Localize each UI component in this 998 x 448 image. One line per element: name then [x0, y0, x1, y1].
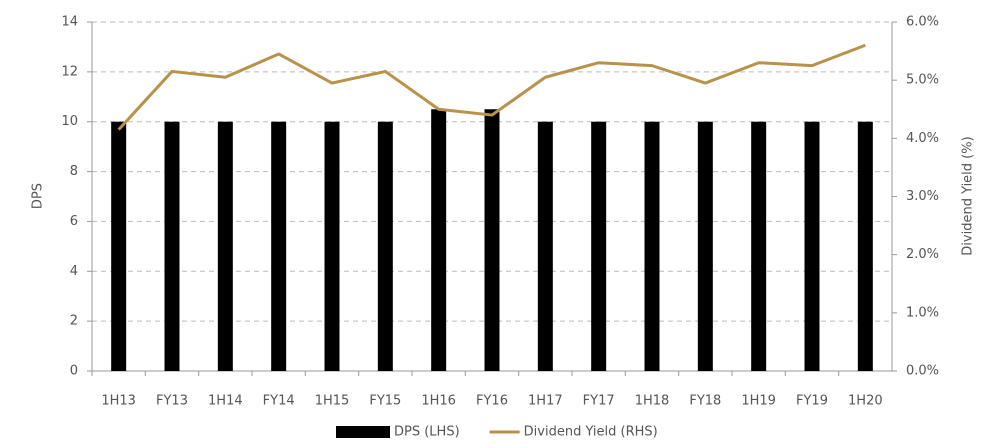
bar	[217, 121, 233, 371]
bar	[111, 121, 127, 371]
y-tick-label: 4	[70, 264, 78, 279]
y2-tick-label: 3.0%	[906, 189, 939, 204]
x-tick-label: FY18	[689, 394, 721, 409]
y-axis-title: DPS	[31, 183, 46, 209]
y2-tick-label: 5.0%	[906, 73, 939, 88]
bar	[164, 121, 180, 371]
y-tick-label: 8	[70, 164, 78, 179]
y2-tick-label: 2.0%	[906, 247, 939, 262]
y2-tick-label: 4.0%	[906, 131, 939, 146]
x-tick-label: 1H18	[635, 394, 670, 409]
x-tick-label: 1H17	[528, 394, 563, 409]
legend-label: DPS (LHS)	[394, 425, 460, 440]
bar	[697, 121, 713, 371]
bar	[324, 121, 340, 371]
x-tick-label: 1H13	[101, 394, 136, 409]
y-tick-label: 10	[61, 114, 78, 129]
bar	[484, 109, 500, 371]
y-tick-label: 12	[61, 64, 78, 79]
y2-tick-label: 1.0%	[906, 305, 939, 320]
bar	[271, 121, 287, 371]
x-tick-label: FY16	[476, 394, 508, 409]
y-tick-label: 14	[61, 15, 78, 30]
x-tick-label: 1H16	[421, 394, 456, 409]
x-tick-label: FY19	[796, 394, 828, 409]
x-tick-label: 1H15	[315, 394, 350, 409]
y2-tick-label: 0.0%	[906, 364, 939, 379]
bar	[377, 121, 393, 371]
bar	[431, 109, 447, 371]
bar	[751, 121, 767, 371]
bar	[857, 121, 873, 371]
legend-label: Dividend Yield (RHS)	[524, 425, 658, 440]
bar	[591, 121, 607, 371]
bar	[644, 121, 660, 371]
bar	[537, 121, 553, 371]
y-tick-label: 2	[70, 314, 78, 329]
y2-tick-label: 6.0%	[906, 15, 939, 30]
x-tick-label: FY15	[369, 394, 401, 409]
y-tick-label: 0	[70, 364, 78, 379]
x-tick-label: FY17	[583, 394, 615, 409]
x-tick-label: FY13	[156, 394, 188, 409]
y-tick-label: 6	[70, 214, 78, 229]
x-tick-label: FY14	[263, 394, 295, 409]
legend-swatch	[336, 426, 390, 438]
y2-axis-title: Dividend Yield (%)	[961, 136, 976, 255]
x-tick-label: 1H19	[741, 394, 776, 409]
line	[117, 43, 866, 131]
x-tick-label: 1H20	[848, 394, 883, 409]
x-tick-label: 1H14	[208, 394, 243, 409]
bar	[804, 121, 820, 371]
